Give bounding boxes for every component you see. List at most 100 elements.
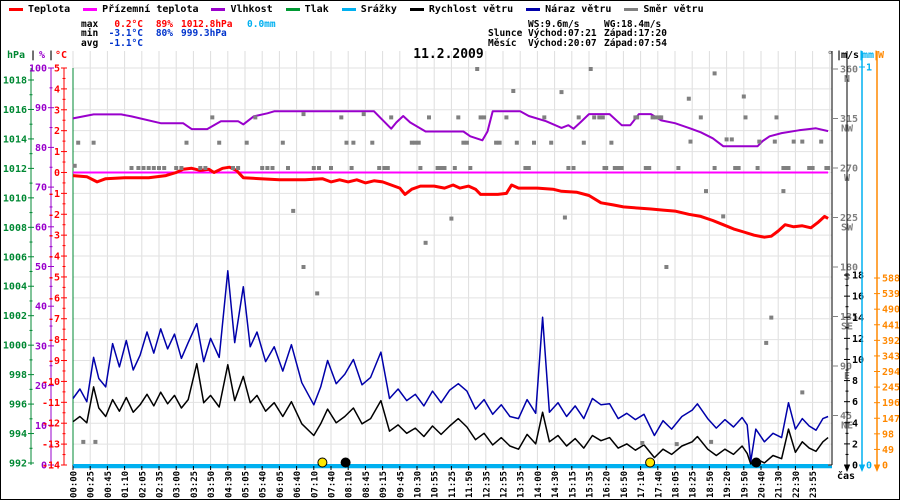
svg-text:294: 294: [882, 367, 899, 378]
avg-temp: -1.1°C: [108, 37, 143, 49]
svg-text:19:20: 19:20: [723, 471, 733, 498]
legend-swatch: [526, 8, 541, 11]
svg-text:98: 98: [882, 429, 894, 440]
svg-text:11:50: 11:50: [465, 471, 475, 498]
svg-text:100: 100: [29, 64, 47, 75]
svg-text:W: W: [878, 50, 885, 61]
svg-text:14:00: 14:00: [534, 471, 544, 498]
svg-text:992: 992: [9, 459, 27, 470]
svg-text:00:00: 00:00: [70, 471, 80, 498]
legend-label: Teplota: [28, 4, 71, 15]
svg-text:90: 90: [840, 362, 852, 373]
svg-text:09:15: 09:15: [379, 471, 389, 498]
svg-text:1: 1: [54, 147, 60, 158]
legend-item-4: Tlak: [285, 4, 329, 15]
svg-text:15:15: 15:15: [568, 471, 578, 498]
svg-text:06:40: 06:40: [293, 471, 303, 498]
max-label: max: [81, 19, 99, 30]
svg-text:0: 0: [866, 461, 872, 472]
wind-gust-max: WG:18.4m/s: [604, 19, 662, 30]
svg-text:18:25: 18:25: [689, 471, 699, 498]
min-pressure: 999.3hPa: [181, 28, 227, 40]
stats-row-avg: avg -1.1°C: [81, 37, 276, 49]
svg-text:-12: -12: [42, 419, 60, 430]
max-temp: 0.2°C: [114, 19, 143, 30]
svg-text:147: 147: [882, 414, 899, 425]
svg-text:1018: 1018: [3, 76, 27, 87]
svg-text:-4: -4: [48, 252, 60, 263]
svg-text:0: 0: [54, 168, 60, 179]
svg-text:08:45: 08:45: [362, 471, 372, 498]
svg-text:18:50: 18:50: [706, 471, 716, 498]
sunrise-marker: [317, 457, 328, 468]
svg-text:02:05: 02:05: [138, 471, 148, 498]
grid: [72, 51, 832, 465]
legend-item-8: Směr větru: [624, 4, 704, 15]
legend-label: Náraz větru: [545, 4, 612, 15]
svg-text:10: 10: [35, 421, 47, 432]
svg-text:270: 270: [840, 164, 858, 175]
svg-text:1006: 1006: [3, 252, 27, 263]
svg-text:-7: -7: [48, 314, 60, 325]
min-humidity: 80%: [155, 28, 173, 40]
legend-label: Přízemní teplota: [102, 4, 199, 15]
time-axis: 00:00 00:25 00:45 01:10 02:05 02:35 03:00 03:25…: [70, 464, 855, 498]
series-temperature: [72, 165, 829, 239]
stats-row-max: max 0.2°C 89% 1012.8hPa 0.0mm: [81, 19, 276, 30]
svg-text:%: %: [39, 50, 45, 61]
svg-text:0: 0: [852, 461, 858, 472]
svg-text:4: 4: [852, 418, 858, 429]
moon-row: Měsíc Východ:20:07 Západ:07:54: [488, 37, 667, 49]
svg-text:994: 994: [9, 429, 27, 440]
svg-text:|: |: [30, 50, 36, 61]
svg-text:°: °: [827, 50, 833, 61]
svg-text:1000: 1000: [3, 341, 27, 352]
svg-text:10: 10: [852, 355, 864, 366]
wind-speed-max: WS:9.6m/s: [528, 19, 580, 30]
sunset-marker: [645, 457, 656, 468]
svg-text:03:50: 03:50: [207, 471, 217, 498]
svg-text:-1: -1: [48, 189, 60, 200]
svg-text:|: |: [836, 50, 842, 61]
svg-text:-13: -13: [42, 440, 60, 451]
svg-text:|: |: [48, 50, 54, 61]
svg-text:1004: 1004: [3, 282, 27, 293]
legend-swatch: [341, 8, 356, 11]
svg-text:07:10: 07:10: [310, 471, 320, 498]
svg-text:1010: 1010: [3, 193, 27, 204]
svg-text:10:30: 10:30: [414, 471, 424, 498]
svg-text:17:10: 17:10: [637, 471, 647, 498]
svg-text:-11: -11: [42, 398, 60, 409]
series-gust: [72, 270, 829, 463]
max-pressure: 1012.8hPa: [181, 19, 233, 30]
legend-swatch: [624, 8, 639, 11]
svg-text:8: 8: [852, 376, 858, 387]
stats-block: max 0.2°C 89% 1012.8hPa 0.0mm min -3.1°C 80% 99…: [81, 20, 276, 48]
legend-item-7: Náraz větru: [526, 4, 611, 15]
svg-text:5: 5: [54, 64, 60, 75]
moon-rise: Východ:20:07: [528, 37, 597, 49]
svg-text:1: 1: [866, 63, 872, 74]
min-temp: -3.1°C: [108, 28, 143, 40]
svg-text:°C: °C: [55, 50, 67, 61]
svg-text:14:30: 14:30: [551, 471, 561, 498]
svg-text:16: 16: [852, 292, 864, 303]
svg-text:245: 245: [882, 383, 899, 394]
moon-label: Měsíc: [488, 37, 517, 49]
legend-swatch: [83, 8, 98, 11]
legend-label: Rychlost větru: [428, 4, 514, 15]
svg-text:10:55: 10:55: [431, 471, 441, 498]
svg-text:60: 60: [35, 222, 47, 233]
svg-text:225: 225: [840, 213, 858, 224]
svg-text:-2: -2: [48, 210, 60, 221]
svg-text:07:40: 07:40: [328, 471, 338, 498]
svg-text:20: 20: [35, 381, 47, 392]
svg-text:16:50: 16:50: [620, 471, 630, 498]
svg-text:588: 588: [882, 274, 899, 285]
svg-text:06:05: 06:05: [276, 471, 286, 498]
right-axes: 360N315NW270W225SW180S135SE90E45NE024681…: [831, 51, 899, 472]
svg-text:40: 40: [35, 302, 47, 313]
svg-text:08:10: 08:10: [345, 471, 355, 498]
svg-text:196: 196: [882, 398, 899, 409]
